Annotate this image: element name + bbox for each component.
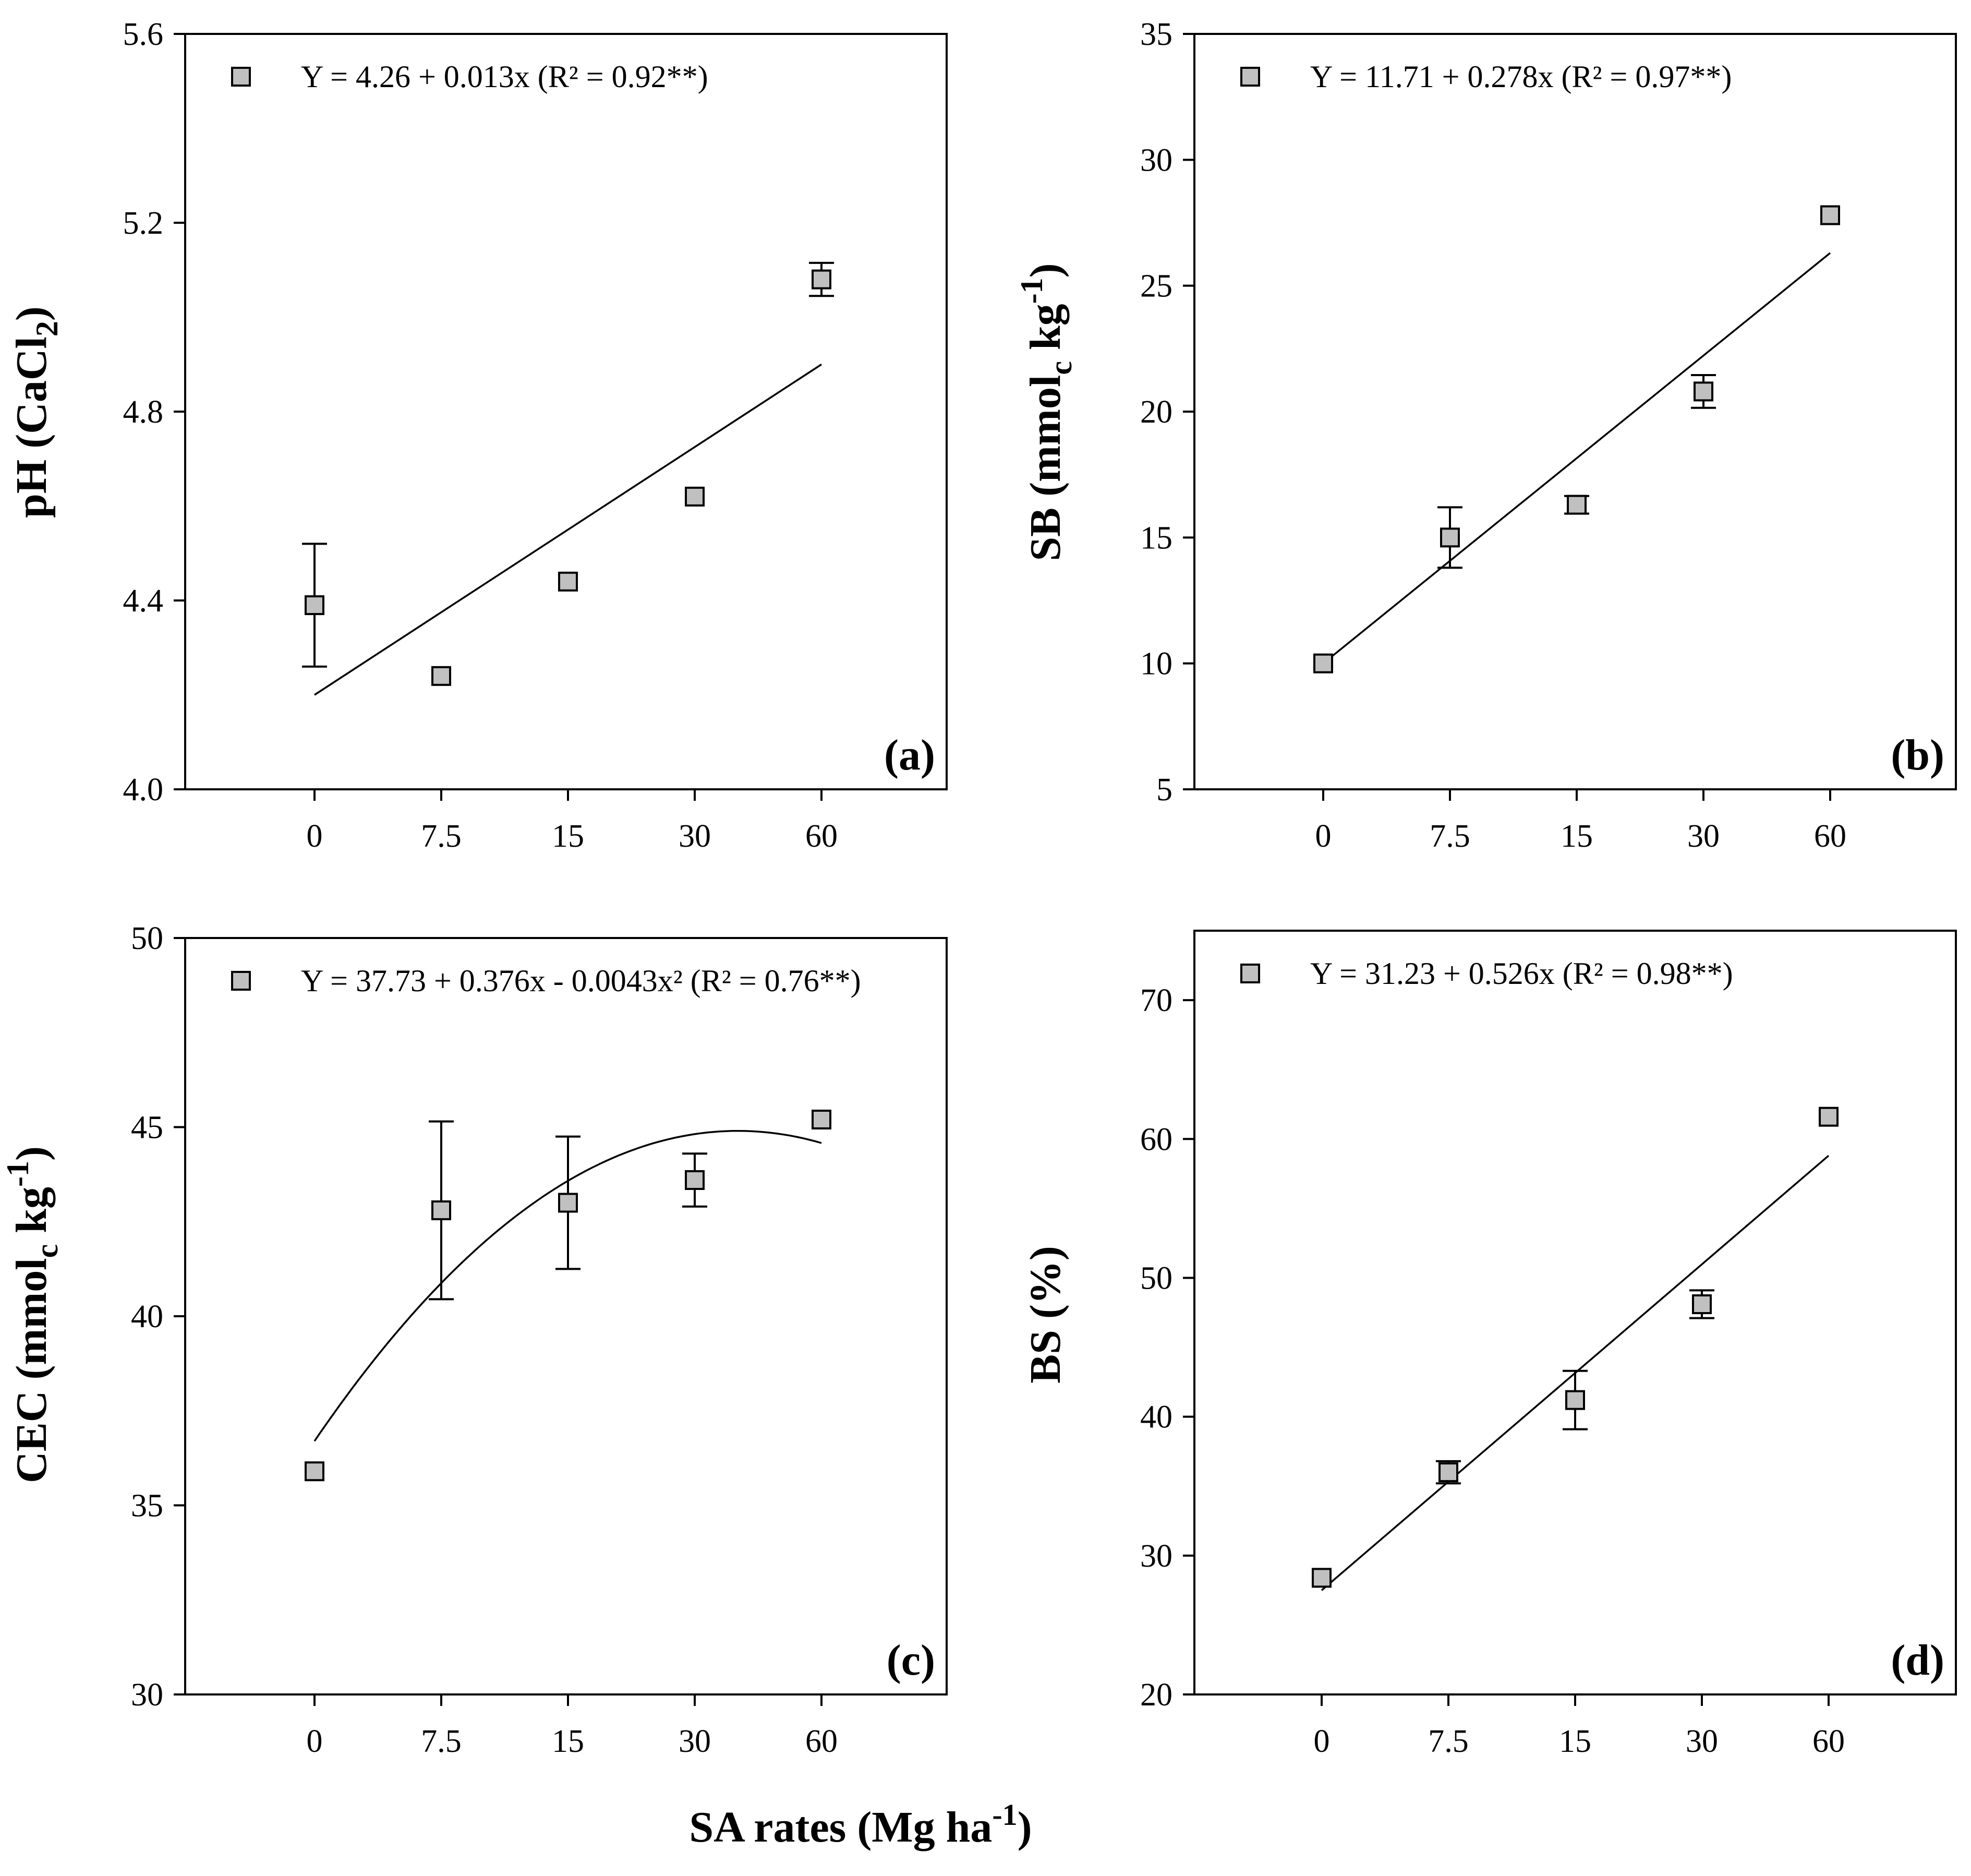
x-tick-label-d: 30 <box>1686 1724 1718 1759</box>
plot-frame-c <box>184 937 948 1695</box>
y-tick-label-d: 20 <box>1140 1677 1172 1713</box>
y-tick-label-b: 10 <box>1140 646 1172 682</box>
data-point-d <box>1438 1462 1458 1483</box>
y-axis-label-d: BS (%) <box>1021 1246 1070 1384</box>
x-tick-label-d: 7.5 <box>1428 1724 1469 1759</box>
y-tick-label-b: 15 <box>1140 520 1172 556</box>
y-axis-label-b: SB (mmolc kg-1) <box>1014 263 1078 561</box>
x-tick-label-b: 30 <box>1687 819 1720 854</box>
legend-equation-a: Y = 4.26 + 0.013x (R² = 0.92**) <box>301 59 708 94</box>
y-tick-label-d: 30 <box>1140 1538 1172 1574</box>
y-axis-label-c: CEC (mmolc kg-1) <box>1 1146 64 1483</box>
legend-marker-d <box>1240 964 1260 983</box>
plot-frame-a <box>184 33 948 790</box>
data-point-b <box>1313 653 1333 674</box>
x-tick-label-a: 60 <box>805 819 838 854</box>
panel-label-a: (a) <box>884 731 935 779</box>
x-tick-label-c: 60 <box>805 1724 838 1759</box>
data-point-d <box>1819 1107 1839 1127</box>
data-point-a <box>305 595 324 616</box>
y-tick-label-c: 30 <box>131 1677 163 1713</box>
data-point-a <box>685 486 705 507</box>
y-tick-label-d: 50 <box>1140 1260 1172 1296</box>
x-tick-label-b: 0 <box>1315 819 1332 854</box>
data-point-a <box>558 571 578 592</box>
y-tick-label-b: 25 <box>1140 269 1172 304</box>
y-tick-label-a: 4.0 <box>123 772 164 808</box>
data-point-c <box>685 1170 705 1190</box>
y-tick-label-d: 60 <box>1140 1122 1172 1157</box>
panel-b: 5 10 15 20 25 30 35 0 7.5 15 30 60 Y = 11.71 + 0.278… <box>1014 17 1957 854</box>
data-point-c <box>431 1200 451 1220</box>
legend-marker-c <box>231 971 251 991</box>
x-tick-label-b: 60 <box>1814 819 1846 854</box>
x-tick-label-d: 0 <box>1314 1724 1330 1759</box>
shared-x-axis-label: SA rates (Mg ha-1) <box>689 1798 1032 1851</box>
x-tick-label-d: 15 <box>1559 1724 1591 1759</box>
y-tick-label-b: 30 <box>1140 142 1172 178</box>
panel-label-c: (c) <box>887 1636 935 1685</box>
data-point-d <box>1692 1294 1712 1315</box>
x-tick-label-a: 7.5 <box>421 819 462 854</box>
x-tick-label-a: 15 <box>552 819 584 854</box>
panel-c: 30 35 40 45 50 0 7.5 15 30 60 Y = 37.73 + 0.376x -… <box>1 921 948 1759</box>
legend-equation-c: Y = 37.73 + 0.376x - 0.0043x² (R² = 0.76… <box>301 964 861 998</box>
y-tick-label-b: 20 <box>1140 394 1172 430</box>
x-tick-label-c: 7.5 <box>421 1724 462 1759</box>
x-tick-label-c: 15 <box>552 1724 584 1759</box>
y-tick-label-d: 40 <box>1140 1400 1172 1435</box>
x-tick-label-c: 30 <box>679 1724 711 1759</box>
y-tick-label-b: 5 <box>1156 772 1172 808</box>
legend-marker-a <box>231 67 251 87</box>
plot-frame-d <box>1193 930 1957 1695</box>
x-axis-label-main: SA rates (Mg ha <box>689 1803 992 1851</box>
data-point-b <box>1440 527 1460 548</box>
y-tick-label-c: 50 <box>131 921 163 956</box>
y-axis-label-a: pH (CaCl2) <box>7 306 64 518</box>
data-point-b <box>1567 495 1587 515</box>
y-tick-label-b: 35 <box>1140 17 1172 52</box>
x-axis-label-close: ) <box>1018 1803 1032 1851</box>
panel-label-b: (b) <box>1891 731 1944 779</box>
panel-label-d: (d) <box>1891 1636 1944 1685</box>
y-tick-label-c: 35 <box>131 1488 163 1524</box>
x-tick-label-d: 60 <box>1812 1724 1845 1759</box>
y-tick-label-d: 70 <box>1140 983 1172 1018</box>
x-tick-label-a: 30 <box>679 819 711 854</box>
panel-d: 20 30 40 50 60 70 0 7.5 15 30 60 Y = 31.23 + 0.526x… <box>1021 930 1957 1759</box>
y-tick-label-a: 5.6 <box>123 17 164 52</box>
data-point-c <box>812 1110 831 1129</box>
x-axis-label-sup: -1 <box>992 1798 1017 1832</box>
x-tick-label-b: 15 <box>1561 819 1593 854</box>
data-point-c <box>305 1461 324 1482</box>
y-tick-label-c: 45 <box>131 1110 163 1146</box>
legend-equation-b: Y = 11.71 + 0.278x (R² = 0.97**) <box>1310 59 1732 94</box>
regression-line-b <box>1322 252 1831 665</box>
data-point-a <box>812 269 831 290</box>
plot-frame-b <box>1193 33 1957 790</box>
y-tick-label-a: 4.4 <box>123 583 164 619</box>
x-tick-label-b: 7.5 <box>1430 819 1470 854</box>
data-point-d <box>1565 1390 1585 1410</box>
data-point-a <box>431 666 451 686</box>
panel-a: 4.0 4.4 4.8 5.2 5.6 0 7.5 15 30 60 Y = 4.26 + 0.01… <box>7 17 948 854</box>
y-tick-label-a: 5.2 <box>123 206 164 241</box>
legend-equation-d: Y = 31.23 + 0.526x (R² = 0.98**) <box>1310 956 1733 991</box>
regression-line-a <box>314 364 822 696</box>
y-tick-label-a: 4.8 <box>123 394 164 430</box>
data-point-d <box>1312 1568 1332 1588</box>
data-point-b <box>1820 205 1840 225</box>
x-tick-label-a: 0 <box>307 819 323 854</box>
y-tick-label-c: 40 <box>131 1299 163 1334</box>
data-point-b <box>1694 381 1713 402</box>
data-point-c <box>558 1193 578 1213</box>
x-tick-label-c: 0 <box>307 1724 323 1759</box>
legend-marker-b <box>1240 67 1260 87</box>
